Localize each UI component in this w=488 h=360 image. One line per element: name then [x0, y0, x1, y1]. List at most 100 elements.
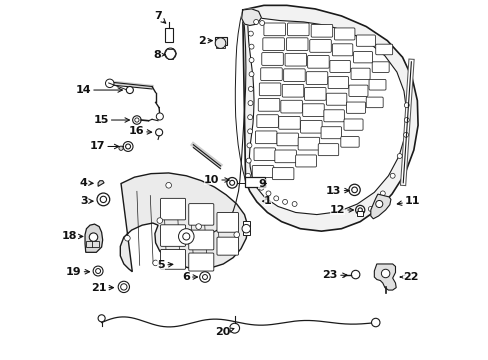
FancyBboxPatch shape [188, 204, 213, 225]
FancyBboxPatch shape [286, 38, 307, 50]
Circle shape [135, 118, 139, 122]
FancyBboxPatch shape [307, 55, 328, 68]
Circle shape [233, 232, 239, 238]
Circle shape [404, 118, 408, 122]
Bar [215, 45, 225, 48]
Text: 16: 16 [128, 126, 151, 136]
Circle shape [118, 281, 129, 293]
Circle shape [389, 173, 394, 178]
Circle shape [259, 185, 264, 190]
Circle shape [93, 266, 103, 276]
Bar [242, 221, 249, 235]
Circle shape [229, 323, 239, 333]
Circle shape [119, 146, 123, 150]
Bar [86, 241, 99, 247]
FancyBboxPatch shape [353, 51, 372, 63]
Circle shape [155, 129, 163, 136]
Circle shape [247, 129, 252, 134]
FancyBboxPatch shape [255, 131, 276, 144]
FancyBboxPatch shape [287, 23, 308, 36]
Text: 5: 5 [157, 260, 172, 270]
Text: 19: 19 [66, 267, 89, 277]
Polygon shape [242, 5, 417, 231]
FancyBboxPatch shape [278, 117, 300, 129]
Circle shape [351, 187, 357, 193]
Circle shape [124, 235, 130, 241]
Text: 11: 11 [396, 196, 420, 206]
Text: 8: 8 [154, 50, 164, 60]
Circle shape [348, 184, 360, 195]
Polygon shape [241, 9, 261, 26]
Circle shape [246, 158, 251, 163]
Circle shape [183, 233, 189, 240]
FancyBboxPatch shape [309, 40, 330, 52]
Circle shape [105, 79, 114, 87]
Circle shape [165, 183, 171, 188]
Circle shape [89, 233, 98, 242]
Text: 15: 15 [93, 115, 129, 125]
Text: 21: 21 [90, 283, 113, 293]
Circle shape [157, 218, 163, 224]
FancyBboxPatch shape [346, 102, 365, 113]
Circle shape [247, 115, 252, 120]
FancyBboxPatch shape [282, 84, 303, 97]
Circle shape [199, 272, 210, 282]
FancyBboxPatch shape [332, 44, 352, 56]
Text: 12: 12 [329, 205, 353, 215]
FancyBboxPatch shape [276, 133, 298, 146]
FancyBboxPatch shape [261, 53, 283, 66]
FancyBboxPatch shape [356, 35, 375, 46]
FancyBboxPatch shape [323, 110, 344, 122]
Circle shape [404, 103, 408, 108]
Circle shape [246, 143, 251, 148]
FancyBboxPatch shape [263, 38, 284, 50]
Circle shape [259, 21, 264, 26]
Circle shape [98, 315, 105, 322]
FancyBboxPatch shape [318, 144, 338, 156]
Polygon shape [374, 264, 395, 290]
FancyBboxPatch shape [327, 77, 348, 89]
FancyBboxPatch shape [310, 24, 332, 37]
FancyBboxPatch shape [298, 137, 319, 150]
FancyBboxPatch shape [217, 237, 238, 255]
Circle shape [202, 275, 207, 279]
Text: 13: 13 [325, 186, 348, 195]
FancyBboxPatch shape [274, 150, 296, 163]
Circle shape [229, 180, 234, 185]
Circle shape [355, 206, 364, 215]
Circle shape [121, 284, 127, 290]
Polygon shape [370, 194, 390, 219]
Circle shape [215, 38, 225, 48]
Circle shape [291, 202, 296, 207]
Bar [101, 196, 106, 203]
Circle shape [226, 177, 237, 188]
Polygon shape [85, 224, 102, 252]
Circle shape [396, 154, 401, 158]
Bar [214, 37, 226, 45]
Bar [357, 211, 362, 216]
Circle shape [265, 191, 270, 196]
Circle shape [132, 116, 141, 124]
FancyBboxPatch shape [321, 127, 341, 139]
Text: 2: 2 [198, 36, 212, 46]
Text: 1: 1 [262, 196, 271, 206]
Bar [165, 28, 173, 42]
Circle shape [123, 141, 133, 152]
FancyBboxPatch shape [280, 100, 302, 113]
Text: 22: 22 [400, 272, 418, 282]
Circle shape [152, 260, 158, 266]
Text: 20: 20 [215, 327, 233, 337]
FancyBboxPatch shape [188, 230, 213, 250]
FancyBboxPatch shape [300, 120, 322, 133]
FancyBboxPatch shape [264, 23, 285, 36]
FancyBboxPatch shape [252, 166, 273, 177]
Circle shape [195, 224, 201, 229]
FancyBboxPatch shape [259, 83, 280, 96]
FancyBboxPatch shape [375, 44, 392, 55]
Text: 18: 18 [61, 231, 82, 242]
Polygon shape [120, 173, 247, 272]
FancyBboxPatch shape [260, 68, 282, 81]
FancyBboxPatch shape [368, 80, 385, 90]
Circle shape [97, 193, 109, 206]
Circle shape [375, 201, 382, 207]
